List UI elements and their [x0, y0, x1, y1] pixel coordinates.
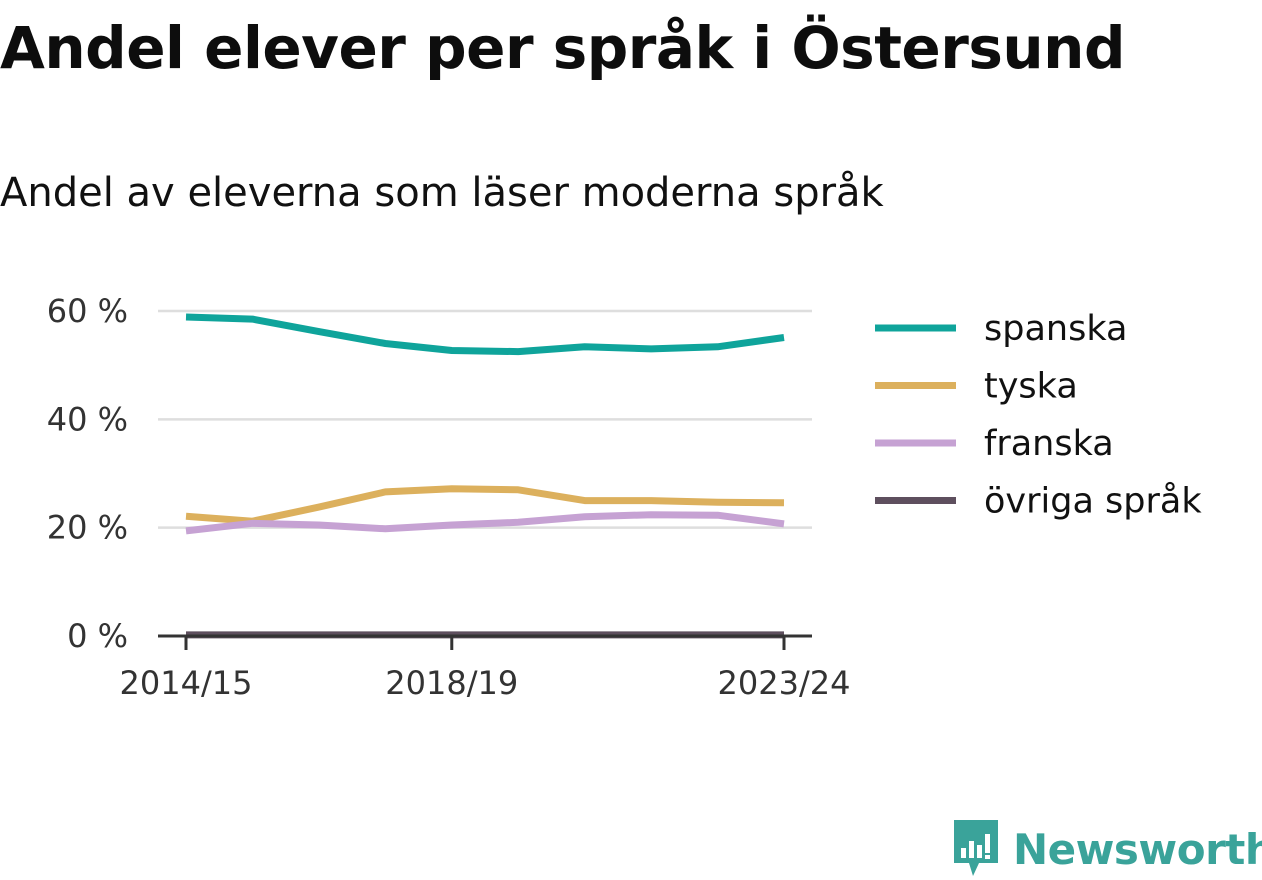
gridlines [158, 309, 812, 529]
series-line-franska [185, 511, 785, 535]
legend-label-övriga-språk: övriga språk [984, 481, 1202, 522]
legend-label-franska: franska [984, 424, 1114, 464]
y-tick-label: 0 % [67, 617, 128, 655]
x-axis: 2014/15 2018/19 2023/24 [120, 634, 851, 702]
newsworthy-brand-name: Newsworthy [1013, 824, 1262, 874]
series-line-tyska [185, 485, 785, 525]
legend: spanska tyska franska övriga språk [875, 309, 1202, 522]
newsworthy-logo: Newsworthy [951, 818, 1262, 880]
y-tick-label: 40 % [47, 400, 128, 438]
newsworthy-logo-icon [954, 820, 998, 876]
series-line-spanska [185, 313, 785, 356]
legend-label-spanska: spanska [984, 309, 1127, 349]
x-tick-label: 2014/15 [120, 664, 253, 702]
y-axis-labels: 0 % 20 % 40 % 60 % [47, 292, 128, 655]
x-tick-label: 2023/24 [718, 664, 851, 702]
y-tick-label: 20 % [47, 509, 128, 547]
chart-subtitle: Andel av eleverna som läser moderna språ… [0, 170, 884, 216]
y-tick-label: 60 % [47, 292, 128, 330]
legend-label-tyska: tyska [984, 367, 1078, 407]
x-tick-label: 2018/19 [385, 664, 518, 702]
series-lines [185, 313, 785, 639]
chart-title: Andel elever per språk i Östersund [0, 14, 1126, 82]
